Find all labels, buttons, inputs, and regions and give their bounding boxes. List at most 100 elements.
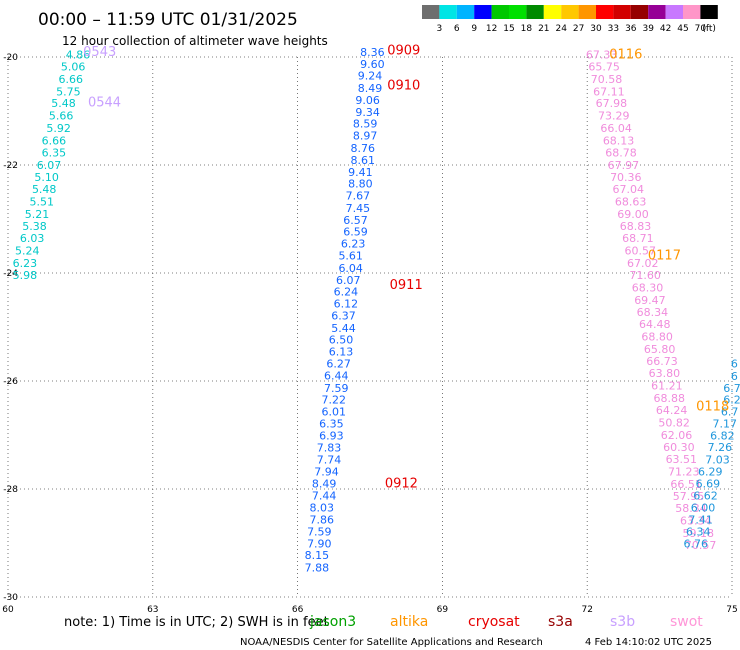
colorbar-swatch — [439, 5, 457, 19]
wave-height-point: 67.11 — [593, 85, 625, 98]
chart-grid — [7, 56, 733, 598]
wave-height-point: 63.51 — [666, 453, 698, 466]
colorbar-swatch — [491, 5, 509, 19]
wave-height-point: 6.23 — [13, 257, 38, 270]
colorbar-label: 12 — [486, 24, 497, 34]
wave-height-point: 7.44 — [312, 489, 337, 502]
wave-height-point: 7.26 — [708, 441, 733, 454]
wave-height-point: 6.00 — [691, 502, 716, 515]
satellite-legend-s3b: s3b — [610, 614, 635, 630]
wave-height-point: 63.80 — [649, 367, 681, 380]
colorbar-label: (ft) — [702, 24, 716, 34]
wave-height-point: 66.51 — [670, 478, 702, 491]
wave-height-point: 6.69 — [696, 477, 721, 490]
wave-height-point: 7.22 — [322, 394, 347, 407]
x-tick-label: 75 — [726, 605, 737, 615]
wave-height-point: 8.76 — [351, 142, 376, 155]
colorbar-swatch — [630, 5, 649, 19]
wave-height-point: 6.03 — [20, 232, 45, 245]
y-tick-label: -20 — [3, 53, 18, 63]
wave-height-point: 67.33 — [586, 49, 618, 62]
x-tick-label: 72 — [581, 605, 592, 615]
wave-height-point: 6.04 — [338, 262, 363, 275]
colorbar-swatch — [648, 5, 666, 19]
wave-height-point: 6.44 — [324, 369, 349, 382]
wave-height-point: 6.07 — [336, 274, 361, 287]
footer-credit: NOAA/NESDIS Center for Satellite Applica… — [240, 637, 543, 648]
colorbar-swatch — [596, 5, 614, 19]
colorbar-swatch — [509, 5, 527, 19]
wave-height-point: 6.24 — [334, 286, 359, 299]
wave-height-point: 5.92 — [46, 122, 71, 135]
wave-height-point: 8.59 — [353, 118, 378, 131]
wave-height-point: 71.23 — [668, 466, 700, 479]
wave-height-point: 6.50 — [329, 334, 354, 347]
wave-height-point: 66.73 — [646, 355, 678, 368]
wave-height-point: 6.13 — [329, 346, 354, 359]
wave-height-point: 8.15 — [305, 549, 330, 562]
wave-height-point: 67.98 — [596, 97, 628, 110]
wave-height-point: 8.36 — [360, 46, 385, 59]
satellite-legend-altika: altika — [390, 614, 428, 630]
wave-height-point: 59.18 — [682, 527, 714, 540]
wave-height-point: 9.41 — [348, 166, 373, 179]
wave-height-point: 8.97 — [353, 130, 378, 143]
x-tick-label: 63 — [147, 605, 158, 615]
colorbar-swatch — [422, 5, 440, 19]
wave-height-point: 68.83 — [620, 220, 652, 233]
colorbar-label: 27 — [573, 24, 584, 34]
y-tick-label: -24 — [3, 269, 18, 279]
wave-height-point: 8.80 — [348, 178, 373, 191]
wave-height-point: 6.93 — [319, 429, 344, 442]
wave-height-point: 64.48 — [639, 318, 671, 331]
wave-height-point: 5.10 — [34, 171, 59, 184]
wave-height-point: 8.03 — [309, 502, 334, 515]
wave-height-point: 9.06 — [355, 94, 380, 107]
wave-height-point: 7.67 — [346, 190, 371, 203]
y-tick-label: -28 — [3, 485, 18, 495]
wave-height-point: 5.98 — [13, 269, 38, 282]
colorbar-label: 30 — [590, 24, 602, 34]
wave-height-point: 70.57 — [685, 539, 717, 552]
colorbar-swatch — [665, 5, 683, 19]
pass-label: 0118 — [696, 400, 729, 415]
wave-height-point: 5.06 — [61, 61, 86, 74]
colorbar-swatch — [700, 5, 718, 19]
colorbar-swatch — [683, 5, 701, 19]
wave-height-point: 62.06 — [661, 429, 693, 442]
footer-timestamp: 4 Feb 14:10:02 UTC 2025 — [585, 637, 712, 648]
footer-note: note: 1) Time is in UTC; 2) SWH is in fe… — [64, 615, 329, 630]
satellite-legend-jason3: jason3 — [309, 614, 356, 630]
wave-height-point: 5.61 — [338, 250, 363, 263]
wave-height-point: 5.48 — [32, 183, 57, 196]
wave-height-point: 64.24 — [656, 404, 688, 417]
wave-height-point: 5.66 — [49, 110, 74, 123]
wave-height-point: 6.57 — [343, 214, 368, 227]
colorbar-swatch — [474, 5, 492, 19]
wave-height-point: 68.30 — [632, 281, 664, 294]
wave-height-point: 6.62 — [693, 489, 718, 502]
y-tick-label: -26 — [3, 377, 18, 387]
wave-height-point: 6.66 — [42, 134, 67, 147]
wave-height-point: 68.78 — [605, 146, 637, 159]
wave-height-point: 70.36 — [610, 171, 642, 184]
colorbar-swatch — [526, 5, 544, 19]
wave-height-point: 6.27 — [326, 358, 351, 371]
wave-height-point: 8.61 — [351, 154, 376, 167]
wave-height-point: 6.7 — [721, 406, 739, 419]
x-tick-label: 66 — [292, 605, 304, 615]
pass-label: 0544 — [88, 96, 121, 111]
wave-height-point: 6.23 — [341, 238, 366, 251]
wave-height-point: 65.80 — [644, 343, 676, 356]
wave-height-point: 5.51 — [30, 196, 55, 209]
wave-height-point: 71.60 — [629, 269, 661, 282]
colorbar-label: 39 — [642, 24, 654, 34]
x-tick-label: 69 — [437, 605, 449, 615]
wave-height-point: 65.75 — [588, 61, 620, 74]
wave-height-point: 73.29 — [598, 110, 630, 123]
wave-height-point: 67.02 — [627, 257, 659, 270]
wave-height-point: 6.82 — [710, 429, 735, 442]
wave-height-point: 5.48 — [51, 97, 76, 110]
satellite-legend-s3a: s3a — [548, 614, 573, 630]
